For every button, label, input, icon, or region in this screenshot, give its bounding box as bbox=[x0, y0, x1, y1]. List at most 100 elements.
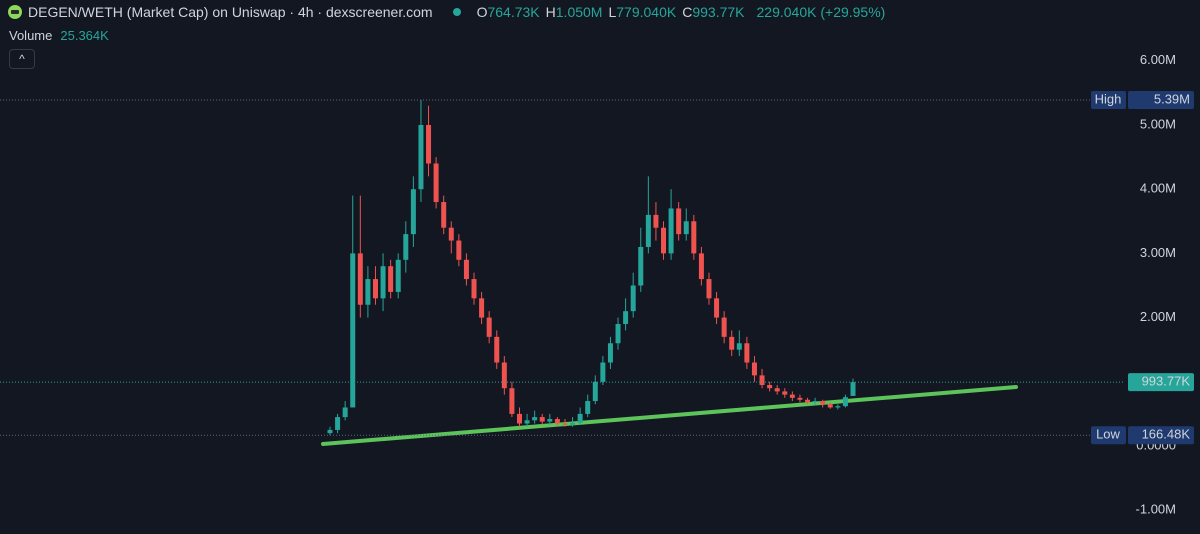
candle-body bbox=[600, 362, 606, 382]
candle-body bbox=[463, 259, 469, 280]
y-tick-label: 4.00M bbox=[1140, 181, 1176, 196]
price-value: 993.77K bbox=[1142, 374, 1191, 389]
price-tag bbox=[1091, 90, 1126, 109]
title: DEGEN/WETH (Market Cap) on Uniswap · 4h … bbox=[28, 4, 433, 20]
y-tick-label: -1.00M bbox=[1136, 502, 1176, 517]
candle-body bbox=[388, 266, 394, 292]
candle-body bbox=[661, 227, 667, 254]
ohlc-value: 779.040K bbox=[616, 4, 677, 20]
candle-body bbox=[698, 253, 704, 280]
candle-body bbox=[547, 419, 553, 422]
candle-body bbox=[744, 343, 750, 363]
candle-body bbox=[759, 375, 765, 385]
candle-body bbox=[774, 388, 780, 392]
candle-body bbox=[623, 311, 629, 325]
candle-body bbox=[532, 417, 538, 421]
y-tick-label: 3.00M bbox=[1140, 245, 1176, 260]
candle-body bbox=[789, 394, 795, 398]
candle-body bbox=[365, 279, 371, 305]
candle-body bbox=[350, 253, 356, 408]
candle-body bbox=[767, 384, 773, 389]
candle-body bbox=[426, 124, 432, 164]
candle-body bbox=[357, 253, 363, 305]
candle-body bbox=[539, 417, 545, 422]
candle-body bbox=[433, 163, 439, 203]
candle-body bbox=[585, 401, 591, 414]
header: DEGEN/WETH (Market Cap) on Uniswap · 4h … bbox=[8, 4, 891, 20]
candle-body bbox=[683, 221, 689, 235]
candle-body bbox=[471, 279, 477, 299]
ohlc-label: H bbox=[545, 4, 556, 20]
candle-body bbox=[691, 221, 697, 254]
collapse-button[interactable]: ^ bbox=[9, 49, 35, 69]
ohlc-label: L bbox=[608, 4, 617, 20]
candle-body bbox=[653, 214, 659, 228]
candle-body bbox=[380, 266, 386, 299]
ohlc-label: O bbox=[476, 4, 488, 20]
volume-label: Volume bbox=[9, 28, 53, 43]
candle-body bbox=[327, 429, 333, 434]
price-tag-label: Low bbox=[1096, 427, 1120, 442]
volume-value: 25.364K bbox=[60, 28, 109, 43]
y-tick-label: 2.00M bbox=[1140, 309, 1176, 324]
candle-body bbox=[524, 420, 530, 424]
price-badge bbox=[1128, 90, 1194, 109]
price-tag bbox=[1091, 426, 1126, 445]
candle-body bbox=[638, 246, 644, 286]
candle-body bbox=[501, 362, 507, 389]
candle-body bbox=[335, 417, 341, 430]
candle-body bbox=[441, 202, 447, 228]
price-badge bbox=[1128, 426, 1194, 445]
candle-body bbox=[448, 227, 454, 241]
candle-body bbox=[395, 259, 401, 292]
ohlc-value: 764.73K bbox=[487, 4, 540, 20]
candle-body bbox=[805, 399, 811, 403]
candle-body bbox=[516, 413, 522, 424]
candle-body bbox=[372, 279, 378, 299]
trendline bbox=[321, 385, 1018, 446]
candle-body bbox=[645, 214, 651, 247]
volume-legend: Volume 25.364K bbox=[9, 28, 115, 43]
ohlc-label: C bbox=[682, 4, 693, 20]
ohlc-value: 1.050M bbox=[555, 4, 603, 20]
candle-body bbox=[676, 208, 682, 235]
candle-body bbox=[751, 362, 757, 376]
candle-body bbox=[615, 324, 621, 344]
candle-body bbox=[479, 298, 485, 318]
candle-body bbox=[668, 208, 674, 254]
candle-body bbox=[342, 407, 348, 418]
candle-body bbox=[782, 391, 788, 395]
candle-body bbox=[410, 189, 416, 235]
price-badge bbox=[1128, 373, 1194, 392]
candle-body bbox=[820, 401, 826, 405]
change: 229.040K (+29.95%) bbox=[756, 4, 886, 20]
candle-body bbox=[554, 419, 560, 424]
candle-body bbox=[827, 404, 833, 408]
candle-body bbox=[835, 406, 841, 408]
candle-body bbox=[562, 423, 568, 425]
candle-body bbox=[494, 336, 500, 363]
ohlc-value: 993.77K bbox=[692, 4, 745, 20]
y-tick-label: 6.00M bbox=[1140, 52, 1176, 67]
candle-body bbox=[570, 422, 576, 425]
candle-body bbox=[850, 382, 856, 396]
candle-body bbox=[729, 336, 735, 350]
candle-body bbox=[577, 413, 583, 423]
candle-body bbox=[714, 298, 720, 318]
candle-body bbox=[418, 124, 424, 190]
candle-body bbox=[721, 317, 727, 337]
candle-body bbox=[630, 285, 636, 312]
candle-body bbox=[736, 343, 742, 350]
candle-body bbox=[592, 381, 598, 402]
price-value: 5.39M bbox=[1154, 91, 1190, 106]
price-value: 166.48K bbox=[1142, 427, 1191, 442]
candle-body bbox=[842, 397, 848, 407]
candle-body bbox=[812, 401, 818, 403]
price-tag-label: High bbox=[1095, 91, 1122, 106]
status-dot bbox=[452, 8, 461, 16]
candle-body bbox=[797, 397, 803, 400]
candle-body bbox=[706, 279, 712, 299]
candle-body bbox=[456, 240, 462, 260]
